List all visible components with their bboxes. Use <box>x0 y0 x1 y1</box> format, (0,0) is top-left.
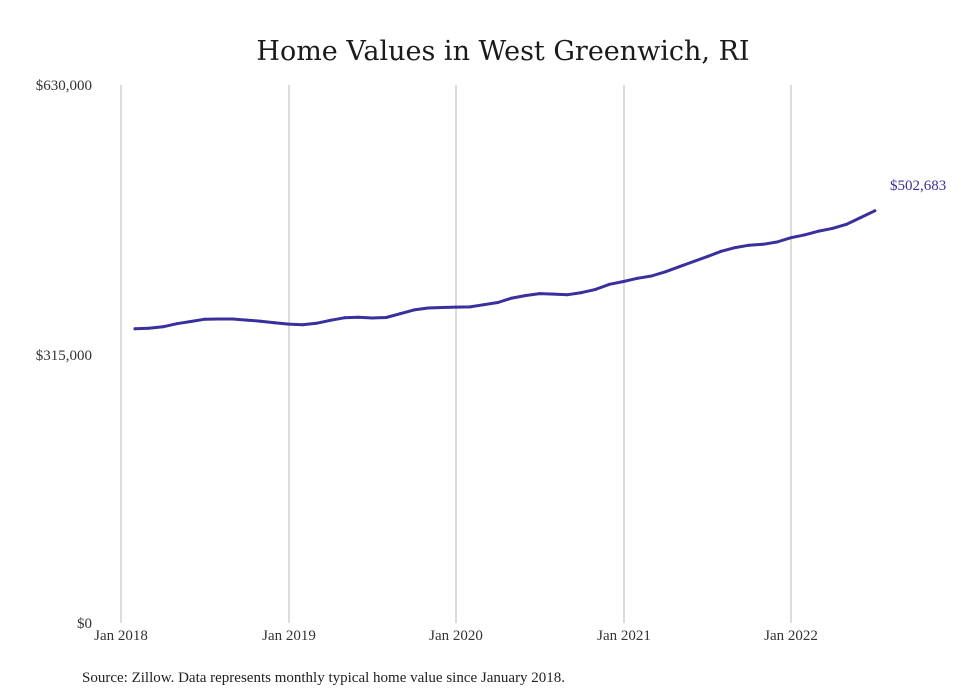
data-point-2022-06 <box>859 216 863 219</box>
data-point-2019-05 <box>342 316 346 320</box>
data-point-2018-07 <box>203 317 207 321</box>
data-point-2019-08 <box>384 316 388 319</box>
data-point-2018-09 <box>231 317 235 321</box>
data-point-2019-03 <box>314 321 318 325</box>
data-point-2019-01 <box>287 322 290 326</box>
data-point-2020-12 <box>608 282 611 286</box>
data-point-2021-07 <box>705 255 709 259</box>
data-point-2018-03 <box>147 326 151 330</box>
y-tick-label-315000: $315,000 <box>36 348 92 364</box>
data-point-2019-04 <box>328 318 332 322</box>
data-point-2020-07 <box>538 292 542 296</box>
data-point-2018-08 <box>217 317 221 321</box>
data-point-2020-03 <box>482 303 486 307</box>
data-point-2021-10 <box>747 243 751 247</box>
data-point-2021-12 <box>775 240 779 244</box>
x-tick-label-jan-2020: Jan 2020 <box>429 628 483 644</box>
data-point-2019-02 <box>301 323 304 327</box>
data-point-2022-07 <box>873 209 877 213</box>
x-tick-label-jan-2021: Jan 2021 <box>597 628 651 644</box>
y-tick-label-0: $0 <box>77 616 92 632</box>
data-point-2021-08 <box>719 249 723 253</box>
series-layer <box>133 209 877 331</box>
data-point-2018-04 <box>161 325 165 329</box>
data-point-2018-05 <box>175 322 179 326</box>
x-axis: Jan 2018 Jan 2019 Jan 2020 Jan 2021 Jan … <box>94 628 818 644</box>
data-point-2021-01 <box>622 280 625 283</box>
data-point-2019-11 <box>426 306 430 310</box>
x-tick-label-jan-2022: Jan 2022 <box>764 628 818 644</box>
data-point-2018-10 <box>245 318 249 322</box>
data-point-2022-04 <box>831 226 835 230</box>
data-point-2022-02 <box>803 233 807 237</box>
data-point-2021-09 <box>733 246 737 250</box>
data-point-2020-11 <box>594 287 598 291</box>
series-line-0 <box>133 209 877 331</box>
data-point-2018-06 <box>189 320 193 323</box>
data-point-2018-02 <box>133 327 137 331</box>
data-point-2020-09 <box>566 293 570 297</box>
data-point-2021-11 <box>761 242 765 246</box>
y-axis: $630,000 $315,000 $0 <box>36 78 92 632</box>
data-point-2018-11 <box>259 319 263 323</box>
data-point-2020-10 <box>580 291 584 295</box>
data-point-2020-01 <box>454 305 458 309</box>
data-point-2018-12 <box>273 321 276 325</box>
data-point-2022-03 <box>817 229 821 233</box>
data-point-2021-02 <box>636 276 639 280</box>
data-point-2021-06 <box>691 260 695 264</box>
data-point-2021-05 <box>677 265 681 269</box>
data-point-2022-01 <box>789 236 793 240</box>
data-point-2019-07 <box>370 316 374 320</box>
y-tick-label-630000: $630,000 <box>36 78 92 94</box>
gridlines <box>120 85 792 623</box>
data-point-2020-08 <box>552 292 556 296</box>
data-point-2020-04 <box>496 301 500 304</box>
data-point-2019-10 <box>412 308 416 312</box>
data-point-2020-05 <box>510 296 514 300</box>
data-point-2019-06 <box>356 315 360 319</box>
data-point-2019-09 <box>398 312 402 316</box>
x-tick-label-jan-2018: Jan 2018 <box>94 628 148 644</box>
data-point-2019-12 <box>440 306 444 309</box>
data-point-2020-02 <box>468 305 472 309</box>
source-note: Source: Zillow. Data represents monthly … <box>82 670 565 686</box>
data-point-2021-03 <box>649 274 653 278</box>
series-end-value-label: $502,683 <box>890 178 946 194</box>
chart-title: Home Values in West Greenwich, RI <box>256 36 749 67</box>
data-point-2020-06 <box>524 294 528 297</box>
x-tick-label-jan-2019: Jan 2019 <box>262 628 316 644</box>
data-point-2022-05 <box>845 222 849 226</box>
data-point-2021-04 <box>663 270 667 274</box>
